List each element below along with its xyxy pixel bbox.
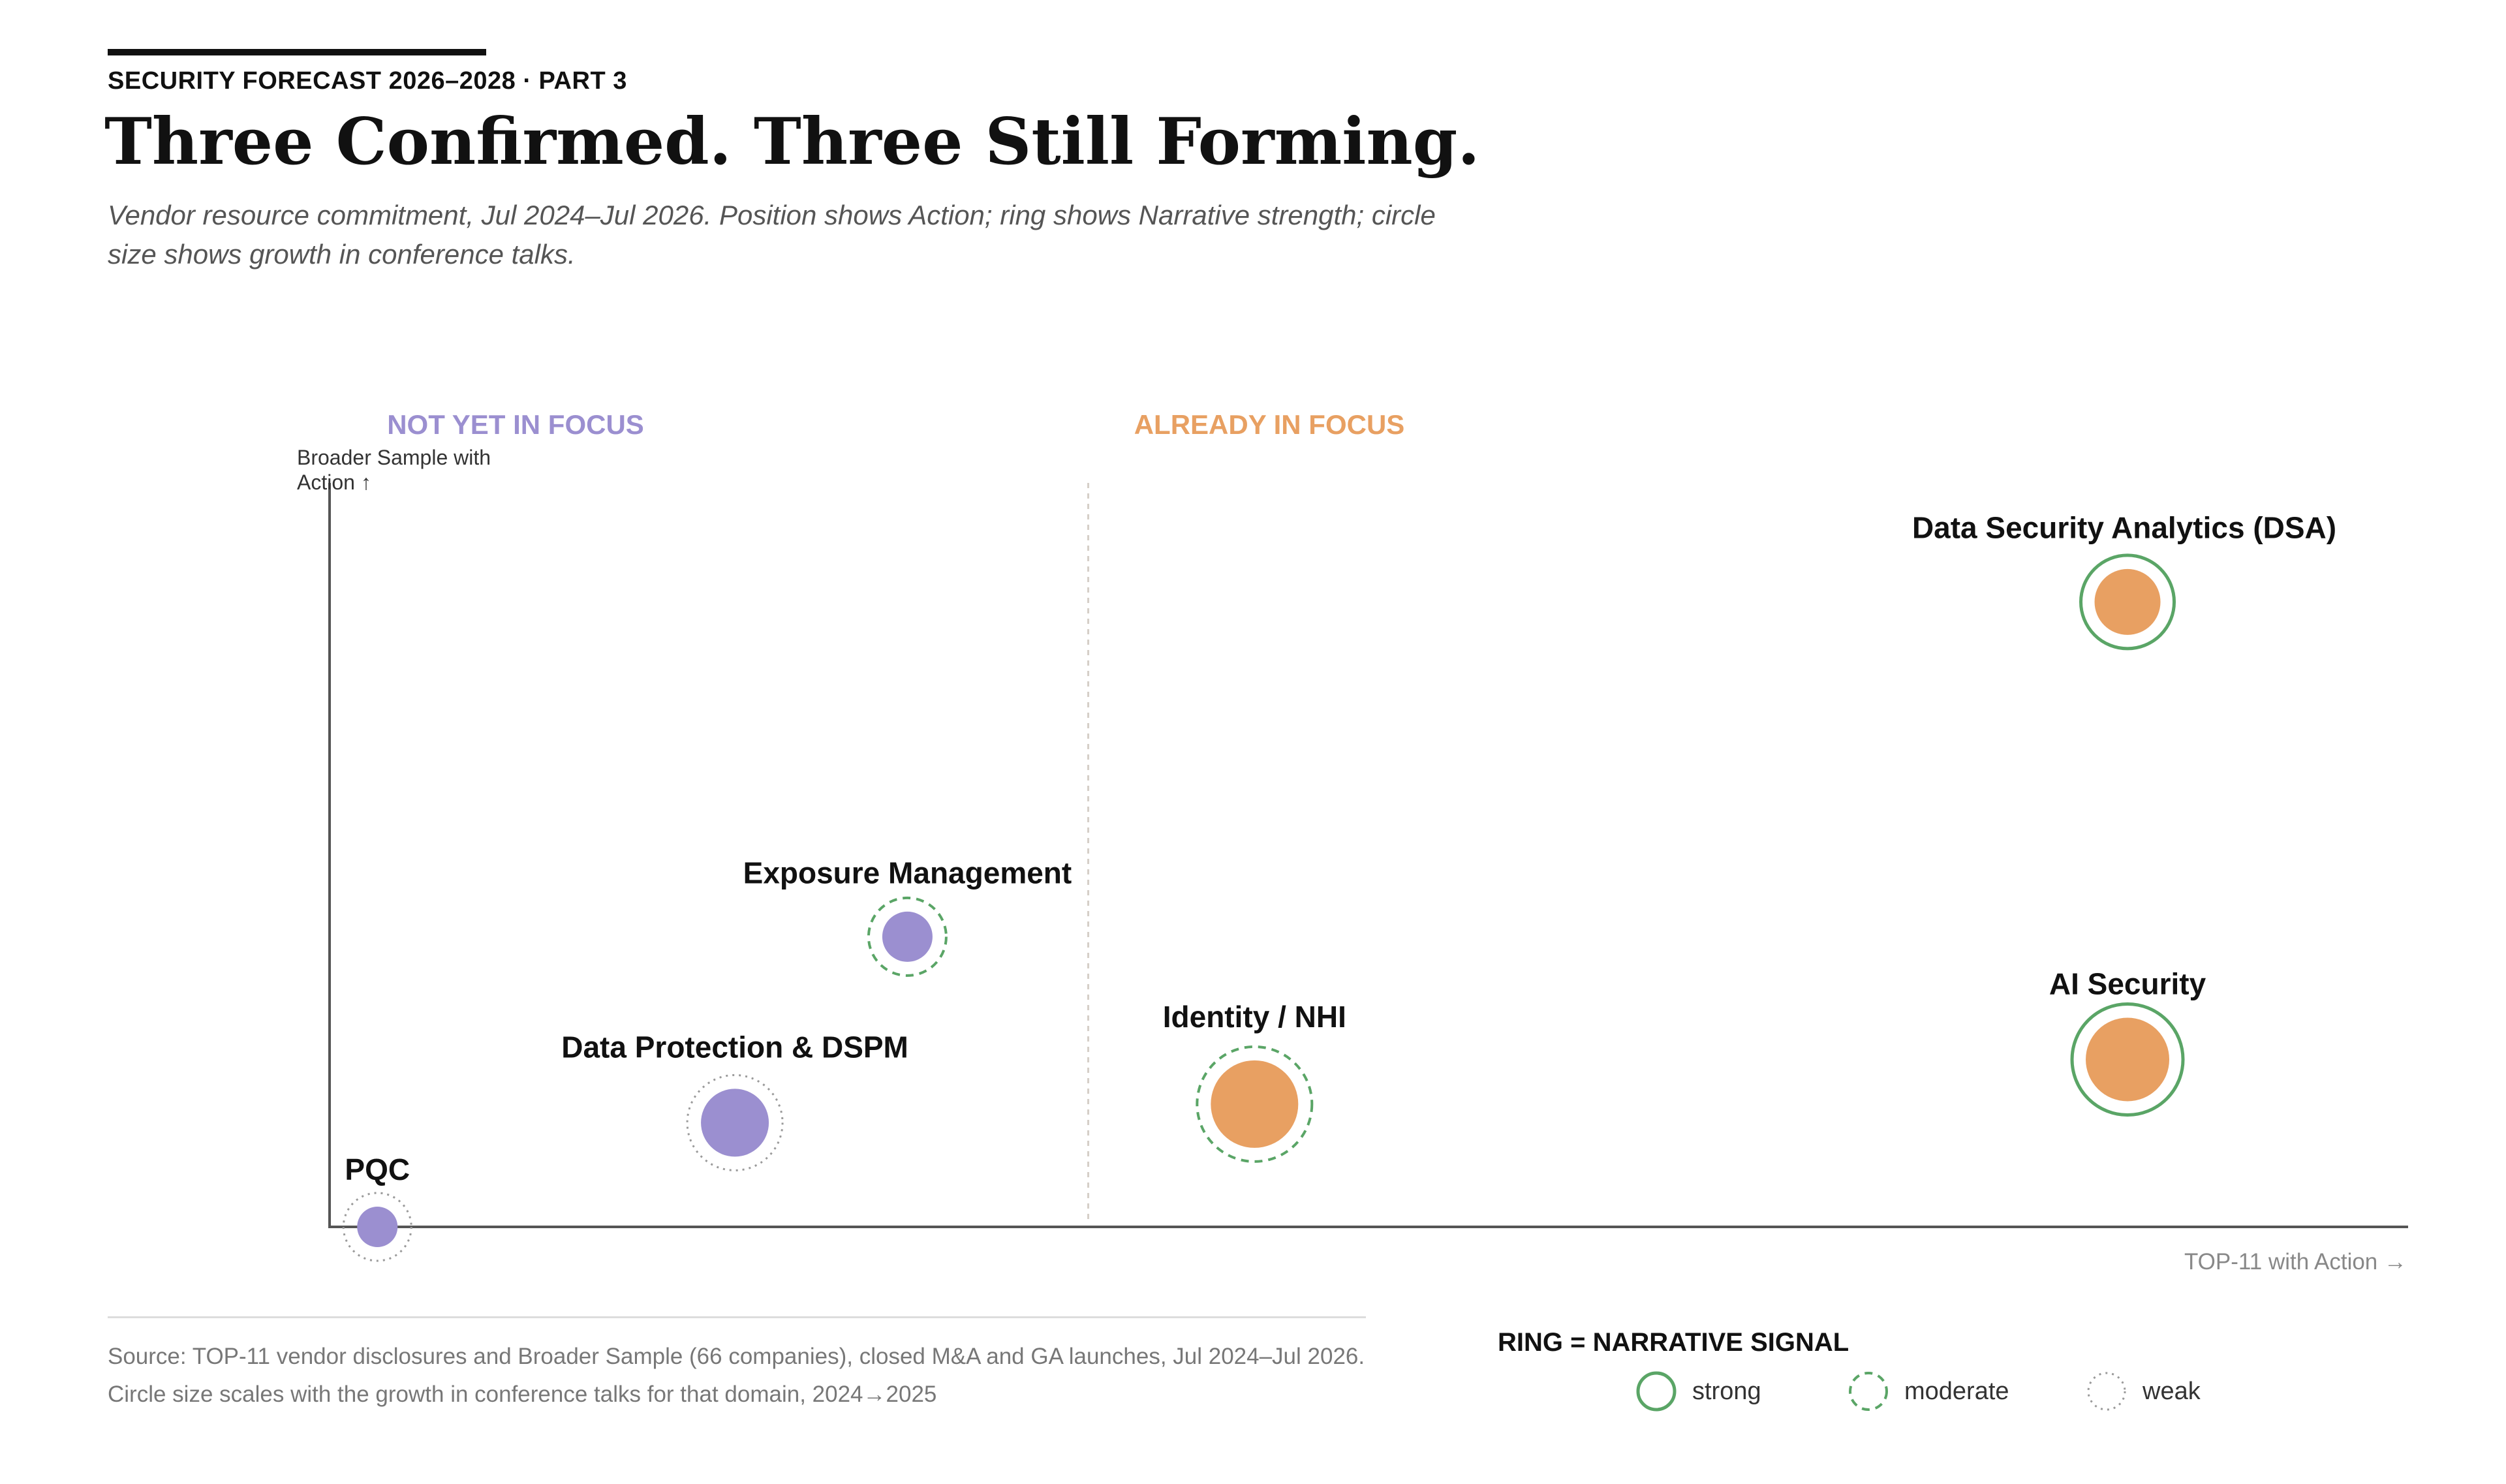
strong-ring-icon bbox=[1636, 1371, 1677, 1412]
bubble-label: Identity / NHI bbox=[1163, 1000, 1346, 1034]
bubble-label: Data Protection & DSPM bbox=[561, 1030, 908, 1064]
zone-label-already-in-focus: ALREADY IN FOCUS bbox=[1134, 409, 1405, 440]
zone-label-not-in-focus: NOT YET IN FOCUS bbox=[387, 409, 644, 440]
source-line-2: Circle size scales with the growth in co… bbox=[108, 1382, 937, 1407]
bubble-ring bbox=[2079, 553, 2176, 651]
legend-label-strong: strong bbox=[1692, 1377, 1761, 1405]
legend-item-moderate: moderate bbox=[1847, 1368, 2009, 1414]
bubble bbox=[357, 1207, 398, 1247]
bubble-ring bbox=[686, 1074, 784, 1171]
legend-label-weak: weak bbox=[2142, 1377, 2201, 1405]
legend-title: RING = NARRATIVE SIGNAL bbox=[1498, 1328, 1849, 1357]
bubble bbox=[2086, 1017, 2170, 1102]
x-axis-label: TOP-11 with Action → bbox=[2184, 1249, 2407, 1275]
moderate-ring-icon bbox=[1849, 1372, 1888, 1411]
bubble-ring bbox=[1196, 1045, 1314, 1163]
legend-label-moderate: moderate bbox=[1904, 1377, 2009, 1405]
bubble bbox=[701, 1089, 769, 1157]
bubble bbox=[882, 911, 933, 962]
weak-ring-icon bbox=[2087, 1372, 2126, 1411]
source-note: Source: TOP-11 vendor disclosures and Br… bbox=[108, 1338, 1478, 1414]
bubble-ring bbox=[342, 1192, 412, 1262]
bubble-label: AI Security bbox=[2049, 967, 2206, 1001]
kicker: SECURITY FORECAST 2026–2028 · PART 3 bbox=[108, 67, 627, 95]
legend-item-weak: weak bbox=[2085, 1368, 2201, 1414]
header-rule bbox=[108, 49, 486, 55]
subtitle: Vendor resource commitment, Jul 2024–Jul… bbox=[108, 200, 1436, 270]
legend-item-strong: strong bbox=[1635, 1368, 1761, 1414]
page-title: Three Confirmed. Three Still Forming. bbox=[104, 104, 1480, 179]
footer-rule bbox=[108, 1316, 1366, 1318]
bubble-ring bbox=[867, 896, 948, 977]
bubble-label: Exposure Management bbox=[743, 856, 1072, 889]
bubble-label: Data Security Analytics (DSA) bbox=[1912, 510, 2336, 544]
bubble bbox=[1211, 1060, 1299, 1148]
source-line-1: Source: TOP-11 vendor disclosures and Br… bbox=[108, 1344, 1365, 1369]
bubble bbox=[2094, 568, 2161, 635]
bubble-label: PQC bbox=[345, 1152, 410, 1186]
bubble-ring bbox=[2070, 1002, 2185, 1117]
y-axis-label: Broader Sample with Action ↑ bbox=[297, 446, 491, 494]
